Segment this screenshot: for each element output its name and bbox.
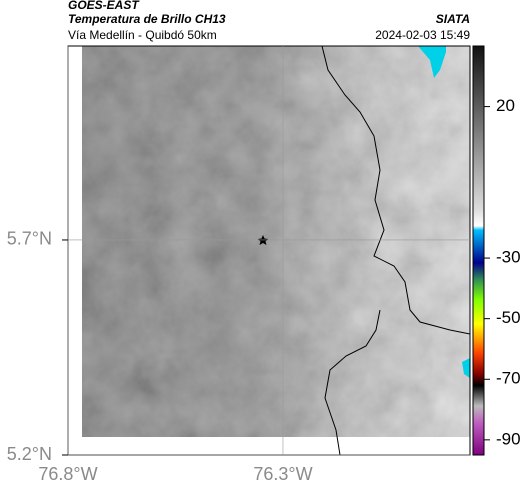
region: Vía Medellín - Quibdó 50km (68, 28, 217, 42)
colorbar (472, 45, 485, 456)
boundary (321, 45, 471, 335)
colorbar-tick-label: -90 (496, 429, 521, 448)
boundary (324, 309, 381, 456)
timestamp: 2024-02-03 15:49 (375, 28, 470, 42)
cloud-texture (82, 46, 470, 437)
x-tick-label: 76.3°W (253, 464, 312, 484)
satellite: GOES-EAST (68, 0, 140, 12)
product: Temperatura de Brillo CH13 (68, 12, 226, 26)
cold-spot (418, 46, 446, 78)
map (67, 45, 471, 456)
y-tick-label: 5.7°N (7, 229, 52, 249)
colorbar-tick-label: 20 (496, 96, 515, 115)
colorbar-tick-label: -70 (496, 369, 521, 388)
x-tick-label: 76.8°W (38, 464, 97, 484)
y-tick-label: 5.2°N (7, 444, 52, 464)
colorbar-tick-label: -50 (496, 308, 521, 327)
cold-spot (462, 358, 470, 378)
source: SIATA (436, 12, 470, 26)
colorbar-tick-label: -30 (496, 248, 521, 267)
